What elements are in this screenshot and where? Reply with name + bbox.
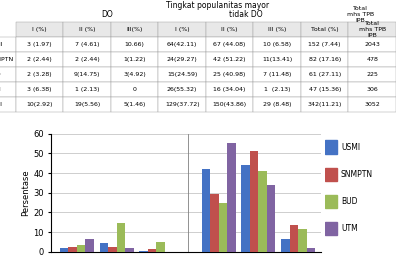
Bar [148, 250, 156, 252]
Bar [259, 171, 267, 252]
Bar [69, 247, 77, 252]
Text: DO: DO [101, 10, 113, 19]
Text: SNMPTN: SNMPTN [341, 170, 373, 179]
FancyBboxPatch shape [325, 222, 337, 235]
Text: BUD: BUD [341, 197, 357, 206]
Bar [77, 245, 86, 252]
Text: tidak DO: tidak DO [229, 10, 262, 19]
Bar [156, 242, 165, 252]
FancyBboxPatch shape [325, 195, 337, 208]
Bar [298, 229, 307, 252]
Text: USMI: USMI [341, 143, 360, 152]
Bar [86, 239, 94, 252]
Bar [210, 194, 219, 252]
Bar [117, 223, 125, 252]
Bar [242, 165, 250, 252]
Bar [289, 225, 298, 252]
Bar [139, 251, 148, 252]
FancyBboxPatch shape [325, 168, 337, 181]
Bar [100, 243, 108, 252]
Bar [281, 239, 289, 252]
Bar [202, 169, 210, 252]
FancyBboxPatch shape [325, 140, 337, 154]
Bar [125, 248, 134, 252]
Bar [250, 151, 259, 252]
Bar [307, 248, 315, 252]
Y-axis label: Persentase: Persentase [21, 169, 30, 216]
Bar [108, 247, 117, 252]
Text: Total
mhs TPB
IPB: Total mhs TPB IPB [347, 6, 374, 23]
Text: UTM: UTM [341, 224, 358, 233]
Bar [219, 203, 227, 252]
Bar [60, 248, 69, 252]
Bar [267, 185, 275, 252]
Bar [227, 143, 236, 252]
Text: Tingkat populanitas mayor: Tingkat populanitas mayor [166, 1, 269, 10]
